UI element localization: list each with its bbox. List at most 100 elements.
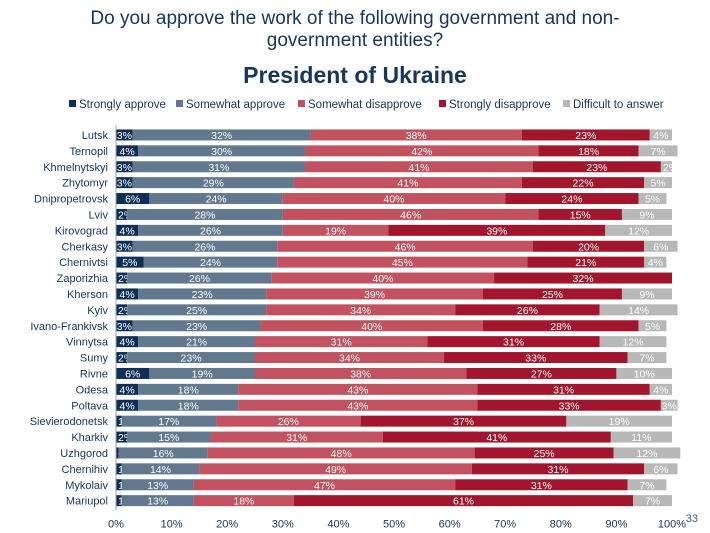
data-label-strongly-disapprove-chernihiv: 31% xyxy=(548,464,569,476)
bar-strongly-disapprove-ivano-frankivsk xyxy=(482,320,639,332)
bar-strongly-approve-kyiv xyxy=(116,304,128,316)
bar-strongly-disapprove-lutsk xyxy=(521,129,650,141)
data-label-difficult-to-answer-cherkasy: 6% xyxy=(653,241,668,253)
data-label-difficult-to-answer-dnipropetrovsk: 5% xyxy=(645,194,660,206)
data-label-strongly-disapprove-sumy: 33% xyxy=(525,353,546,365)
category-label-sievierodonetsk: Sievierodonetsk xyxy=(30,416,109,428)
bar-strongly-approve-cherkasy xyxy=(116,240,133,252)
data-label-somewhat-disapprove-kherson: 39% xyxy=(364,289,385,301)
category-label-chernihiv: Chernihiv xyxy=(62,464,109,476)
chart-legend: Strongly approve Somewhat approve Somewhat… xyxy=(0,99,710,115)
bar-somewhat-approve-sumy xyxy=(127,352,255,364)
bar-strongly-disapprove-mykolaiv xyxy=(455,479,628,491)
bar-strongly-approve-kherson xyxy=(116,288,139,300)
bar-difficult-to-answer-rivne xyxy=(616,367,672,379)
bar-difficult-to-answer-khmelnytskyi xyxy=(660,161,672,173)
x-tick-label-6: 60% xyxy=(439,519,461,531)
data-label-somewhat-approve-ivano-frankivsk: 23% xyxy=(186,321,207,333)
bar-difficult-to-answer-mykolaiv xyxy=(627,479,667,491)
bar-somewhat-disapprove-sievierodonetsk xyxy=(216,415,361,427)
bar-somewhat-approve-kyiv xyxy=(127,304,267,316)
data-label-somewhat-disapprove-ivano-frankivsk: 40% xyxy=(361,321,382,333)
bar-strongly-approve-mykolaiv xyxy=(116,479,122,491)
data-label-somewhat-approve-ternopil: 30% xyxy=(211,146,232,158)
bar-somewhat-disapprove-mykolaiv xyxy=(193,479,456,491)
bar-difficult-to-answer-odesa xyxy=(649,383,672,395)
bar-somewhat-disapprove-uzhgorod xyxy=(207,447,475,459)
bar-strongly-disapprove-zaporizhia xyxy=(494,272,672,284)
data-label-difficult-to-answer-lviv: 9% xyxy=(639,209,654,221)
bar-strongly-approve-rivne xyxy=(116,367,150,379)
data-label-strongly-approve-kherson: 4% xyxy=(120,289,135,301)
data-label-difficult-to-answer-mykolaiv: 7% xyxy=(639,480,654,492)
bar-strongly-disapprove-poltava xyxy=(477,399,661,411)
data-label-somewhat-approve-chernihiv: 14% xyxy=(150,464,171,476)
data-label-somewhat-approve-lutsk: 32% xyxy=(211,130,232,142)
bar-strongly-disapprove-chernihiv xyxy=(471,463,645,475)
data-label-strongly-disapprove-uzhgorod: 25% xyxy=(534,448,555,460)
category-label-lviv: Lviv xyxy=(88,209,108,221)
bar-somewhat-disapprove-odesa xyxy=(238,383,478,395)
data-label-strongly-approve-zhytomyr: 3% xyxy=(117,178,132,190)
bar-somewhat-approve-kirovograd xyxy=(138,224,283,236)
bar-strongly-approve-mariupol xyxy=(116,495,122,507)
data-label-strongly-approve-lutsk: 3% xyxy=(117,130,132,142)
data-label-strongly-disapprove-lutsk: 23% xyxy=(575,130,596,142)
data-label-difficult-to-answer-poltava: 3% xyxy=(662,400,677,412)
bar-somewhat-disapprove-lutsk xyxy=(310,129,522,141)
data-label-somewhat-approve-lviv: 28% xyxy=(194,209,215,221)
data-label-strongly-approve-dnipropetrovsk: 6% xyxy=(125,194,140,206)
bar-strongly-disapprove-lviv xyxy=(538,208,622,220)
bar-somewhat-approve-dnipropetrovsk xyxy=(149,193,283,205)
data-label-somewhat-disapprove-kirovograd: 19% xyxy=(325,225,346,237)
bar-somewhat-disapprove-cherkasy xyxy=(277,240,533,252)
page-number: 33 xyxy=(685,513,698,525)
category-label-kirovograd: Kirovograd xyxy=(55,225,108,237)
data-label-strongly-approve-khmelnytskyi: 3% xyxy=(117,162,132,174)
bar-strongly-disapprove-odesa xyxy=(477,383,650,395)
bar-somewhat-approve-sievierodonetsk xyxy=(121,415,217,427)
category-label-odesa: Odesa xyxy=(76,384,109,396)
bar-somewhat-disapprove-kherson xyxy=(266,288,483,300)
data-label-somewhat-disapprove-odesa: 43% xyxy=(347,384,368,396)
legend-label: Somewhat disapprove xyxy=(308,99,422,111)
bar-somewhat-approve-ivano-frankivsk xyxy=(132,320,261,332)
data-label-strongly-disapprove-kherson: 25% xyxy=(542,289,563,301)
category-label-sumy: Sumy xyxy=(80,353,109,365)
bar-strongly-approve-ternopil xyxy=(116,145,139,157)
bar-somewhat-approve-khmelnytskyi xyxy=(132,161,306,173)
data-label-strongly-disapprove-ternopil: 18% xyxy=(578,146,599,158)
data-label-difficult-to-answer-vinnytsa: 12% xyxy=(623,337,644,349)
category-label-mykolaiv: Mykolaiv xyxy=(65,480,108,492)
data-label-somewhat-disapprove-kyiv: 34% xyxy=(350,305,371,317)
data-label-somewhat-approve-poltava: 18% xyxy=(178,400,199,412)
bar-somewhat-approve-lviv xyxy=(127,208,283,220)
bar-strongly-approve-zhytomyr xyxy=(116,177,133,189)
x-tick-label-8: 80% xyxy=(550,519,572,531)
data-label-somewhat-approve-zhytomyr: 29% xyxy=(203,178,224,190)
bar-difficult-to-answer-sievierodonetsk xyxy=(566,415,672,427)
x-tick-label-0: 0% xyxy=(108,519,124,531)
bar-difficult-to-answer-kherson xyxy=(621,288,672,300)
data-label-somewhat-approve-cherkasy: 26% xyxy=(194,241,215,253)
bar-somewhat-approve-mykolaiv xyxy=(121,479,194,491)
bar-somewhat-disapprove-dnipropetrovsk xyxy=(282,193,506,205)
bar-strongly-disapprove-chernivtsi xyxy=(527,256,645,268)
data-label-strongly-disapprove-lviv: 15% xyxy=(570,209,591,221)
bar-somewhat-approve-mariupol xyxy=(121,495,194,507)
bar-difficult-to-answer-kharkiv xyxy=(610,431,672,443)
bar-strongly-disapprove-uzhgorod xyxy=(474,447,614,459)
data-label-strongly-disapprove-mykolaiv: 31% xyxy=(531,480,552,492)
data-label-difficult-to-answer-odesa: 4% xyxy=(653,384,668,396)
bar-somewhat-disapprove-chernivtsi xyxy=(277,256,528,268)
bar-somewhat-approve-vinnytsa xyxy=(138,336,255,348)
legend-item-difficult-to-answer: Difficult to answer xyxy=(563,99,664,111)
data-label-difficult-to-answer-mariupol: 7% xyxy=(645,496,660,508)
data-label-difficult-to-answer-kyiv: 14% xyxy=(628,305,649,317)
data-label-somewhat-disapprove-kharkiv: 31% xyxy=(286,432,307,444)
data-label-strongly-approve-kirovograd: 4% xyxy=(120,225,135,237)
bar-strongly-disapprove-mariupol xyxy=(293,495,634,507)
bar-somewhat-approve-kherson xyxy=(138,288,267,300)
data-label-strongly-disapprove-sievierodonetsk: 37% xyxy=(453,416,474,428)
